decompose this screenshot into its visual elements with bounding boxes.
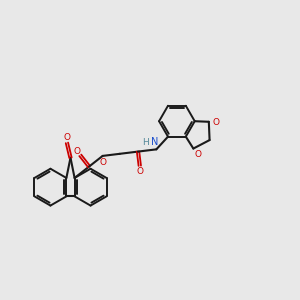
Text: N: N xyxy=(151,137,158,147)
Text: O: O xyxy=(99,158,106,167)
Text: O: O xyxy=(212,118,220,127)
Text: O: O xyxy=(137,167,144,176)
Text: O: O xyxy=(74,147,80,156)
Text: O: O xyxy=(194,150,201,159)
Text: H: H xyxy=(142,138,149,147)
Text: O: O xyxy=(63,133,70,142)
